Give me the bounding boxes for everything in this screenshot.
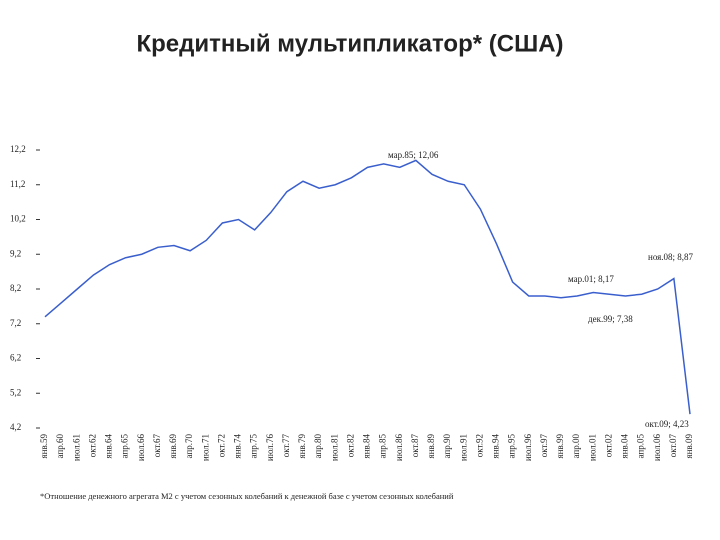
y-tick-label: 11,2 — [10, 179, 25, 189]
footnote: *Отношение денежного агрегата М2 с учето… — [40, 491, 454, 501]
annotation: окт.09; 4,23 — [645, 419, 689, 429]
x-tick-label: окт.97 — [539, 434, 549, 458]
x-tick-label: апр.75 — [249, 434, 259, 459]
y-tick-label: 5,2 — [10, 387, 21, 397]
x-tick-label: окт.87 — [410, 434, 420, 458]
x-tick-label: окт.62 — [87, 434, 97, 457]
y-tick-label: 9,2 — [10, 248, 21, 258]
x-tick-label: янв.69 — [168, 434, 178, 459]
x-tick-label: окт.67 — [152, 434, 162, 458]
x-tick-label: апр.65 — [120, 434, 130, 459]
x-tick-label: янв.99 — [555, 434, 565, 459]
annotation: дек.99; 7,38 — [588, 314, 633, 324]
x-tick-label: апр.00 — [571, 434, 581, 459]
x-tick-label: окт.82 — [345, 434, 355, 457]
y-tick-label: 7,2 — [10, 318, 21, 328]
x-tick-label: янв.64 — [104, 434, 114, 459]
x-tick-label: янв.09 — [684, 434, 694, 459]
y-tick-label: 8,2 — [10, 283, 21, 293]
x-tick-label: янв.94 — [491, 434, 501, 459]
x-tick-label: апр.85 — [378, 434, 388, 459]
y-tick-label: 10,2 — [10, 214, 26, 224]
x-tick-label: апр.90 — [442, 434, 452, 459]
y-tick-label: 6,2 — [10, 353, 21, 363]
x-tick-label: янв.89 — [426, 434, 436, 459]
annotation: мар.85; 12,06 — [388, 150, 439, 160]
x-tick-label: июл.81 — [329, 434, 339, 461]
x-tick-label: окт.02 — [603, 434, 613, 457]
x-tick-label: июл.71 — [200, 434, 210, 461]
x-tick-label: янв.84 — [362, 434, 372, 459]
x-tick-label: янв.59 — [39, 434, 49, 459]
x-tick-label: апр.80 — [313, 434, 323, 459]
x-tick-label: апр.70 — [184, 434, 194, 459]
x-tick-label: апр.95 — [507, 434, 517, 459]
x-tick-label: июл.01 — [587, 434, 597, 461]
chart-title: Кредитный мультипликатор* (США) — [136, 30, 563, 57]
x-tick-label: янв.74 — [233, 434, 243, 459]
x-tick-label: июл.86 — [394, 434, 404, 462]
x-tick-label: окт.92 — [474, 434, 484, 457]
x-tick-label: апр.05 — [636, 434, 646, 459]
x-tick-label: окт.77 — [281, 434, 291, 458]
x-tick-label: июл.06 — [652, 434, 662, 462]
x-tick-label: июл.91 — [458, 434, 468, 461]
x-tick-label: окт.07 — [668, 434, 678, 458]
x-tick-label: июл.76 — [265, 434, 275, 462]
y-tick-label: 4,2 — [10, 422, 21, 432]
x-tick-label: окт.72 — [216, 434, 226, 457]
x-tick-label: июл.96 — [523, 434, 533, 462]
x-tick-label: июл.66 — [136, 434, 146, 462]
x-tick-label: июл.61 — [71, 434, 81, 461]
annotation: ноя.08; 8,87 — [648, 252, 694, 262]
line — [44, 159, 691, 415]
x-tick-label: янв.04 — [620, 434, 630, 459]
x-tick-label: янв.79 — [297, 434, 307, 459]
y-tick-label: 12,2 — [10, 144, 26, 154]
x-tick-label: апр.60 — [55, 434, 65, 459]
annotation: мар.01; 8,17 — [568, 274, 614, 284]
